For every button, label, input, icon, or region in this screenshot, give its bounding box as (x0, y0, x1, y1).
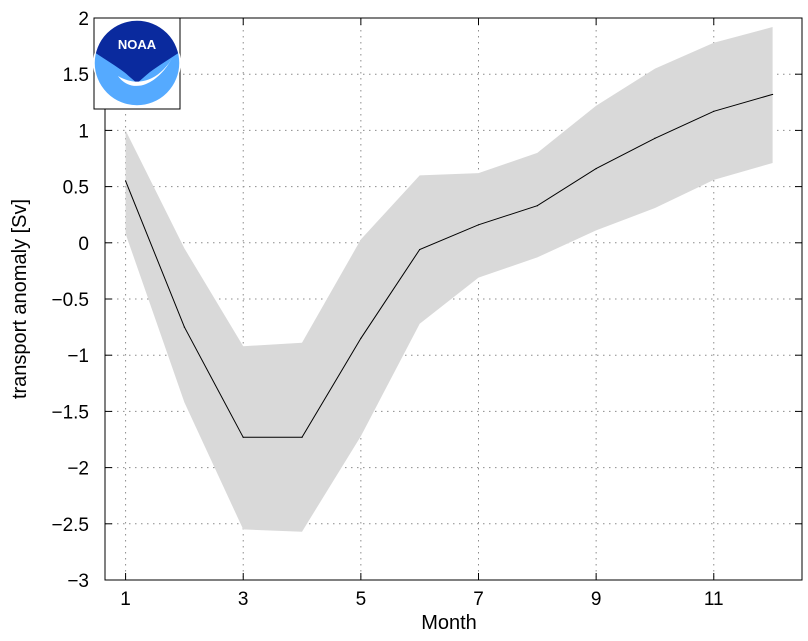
logo-text: NOAA (118, 37, 157, 52)
data-point (713, 110, 715, 112)
data-point (419, 248, 421, 251)
data-point (771, 93, 774, 96)
x-tick-label: 3 (238, 589, 249, 610)
uncertainty-band (125, 27, 773, 532)
y-tick-label: −1 (67, 346, 89, 367)
axes (104, 17, 803, 581)
y-tick-label: 0 (78, 234, 89, 255)
y-tick-label: −3 (67, 571, 89, 592)
mean-line-layer (124, 93, 774, 438)
y-axis-label: transport anomaly [Sv] (9, 199, 31, 399)
x-tick-label: 1 (120, 589, 131, 610)
mean-line (125, 93, 773, 438)
data-point (124, 180, 127, 182)
data-point (360, 337, 362, 339)
logo-sky (94, 20, 180, 83)
x-tick-labels: 1 3 5 7 9 11 (120, 589, 723, 610)
x-tick-label: 11 (704, 589, 724, 610)
x-tick-label: 9 (591, 589, 602, 610)
data-point (477, 224, 480, 226)
y-tick-label: −2 (67, 459, 89, 480)
data-point (536, 205, 538, 207)
y-tick-label: 0.5 (63, 178, 89, 199)
noaa-logo: NOAA (93, 17, 181, 110)
uncertainty-band-layer (125, 27, 773, 532)
x-axis-label: Month (421, 612, 477, 634)
x-tick-label: 5 (356, 589, 367, 610)
y-tick-label: 1.5 (63, 65, 89, 86)
y-tick-label: −0.5 (51, 290, 89, 311)
data-point (595, 168, 597, 170)
data-point (301, 436, 303, 438)
x-tick-label: 7 (473, 589, 484, 610)
data-point (183, 326, 186, 328)
data-point (654, 137, 656, 139)
y-tick-label: −1.5 (51, 402, 89, 423)
y-tick-label: 2 (78, 9, 89, 30)
y-tick-labels: 2 1.5 1 0.5 0 −0.5 −1 −1.5 −2 −2.5 −3 (51, 9, 89, 592)
y-tick-label: 1 (78, 121, 89, 142)
y-tick-label: −2.5 (51, 515, 89, 536)
data-point (242, 436, 244, 438)
logo-gull (118, 58, 172, 86)
